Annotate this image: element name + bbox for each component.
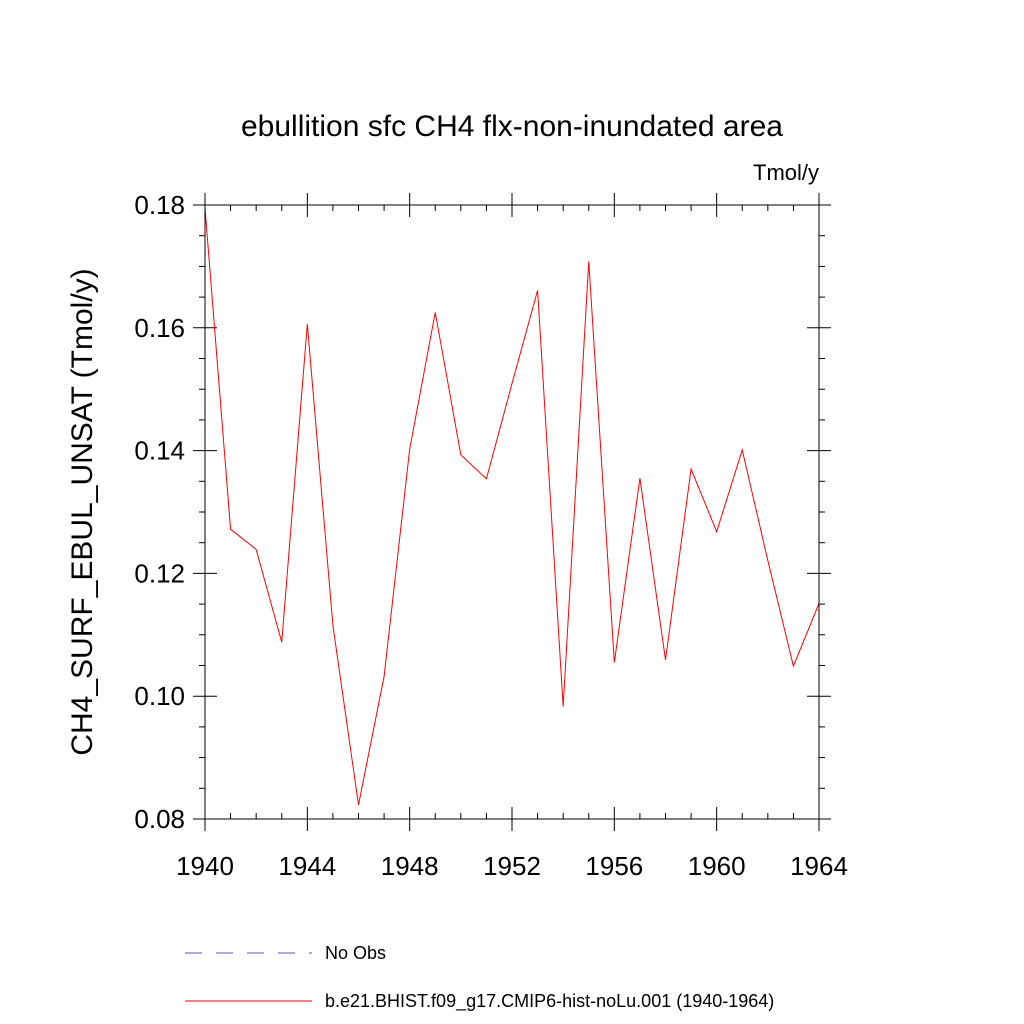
x-tick-label: 1956 (585, 851, 643, 881)
axis-ticks (193, 193, 831, 831)
y-tick-label: 0.10 (134, 681, 185, 711)
y-tick-label: 0.08 (134, 804, 185, 834)
legend-label-no-obs: No Obs (325, 943, 386, 963)
x-tick-label: 1940 (176, 851, 234, 881)
legend-label-model-run: b.e21.BHIST.f09_g17.CMIP6-hist-noLu.001 … (325, 991, 774, 1012)
series-line-1 (204, 208, 820, 805)
series-lines (204, 208, 820, 805)
x-tick-label: 1948 (381, 851, 439, 881)
x-tick-labels: 1940 1944 1948 1952 1956 1960 1964 (176, 851, 848, 881)
x-tick-label: 1952 (483, 851, 541, 881)
legend: No Obs b.e21.BHIST.f09_g17.CMIP6-hist-no… (185, 943, 774, 1012)
y-tick-label: 0.14 (134, 436, 185, 466)
plot-frame (204, 204, 820, 820)
x-tick-label: 1964 (790, 851, 848, 881)
x-tick-label: 1944 (278, 851, 336, 881)
x-tick-label: 1960 (688, 851, 746, 881)
chart-title: ebullition sfc CH4 flx-non-inundated are… (241, 110, 783, 143)
y-tick-label: 0.18 (134, 190, 185, 220)
y-tick-label: 0.16 (134, 313, 185, 343)
y-axis-label: CH4_SURF_EBUL_UNSAT (Tmol/y) (66, 268, 99, 755)
y-tick-labels: 0.08 0.10 0.12 0.14 0.16 0.18 (134, 190, 185, 834)
units-label: Tmol/y (753, 160, 819, 185)
y-tick-label: 0.12 (134, 558, 185, 588)
